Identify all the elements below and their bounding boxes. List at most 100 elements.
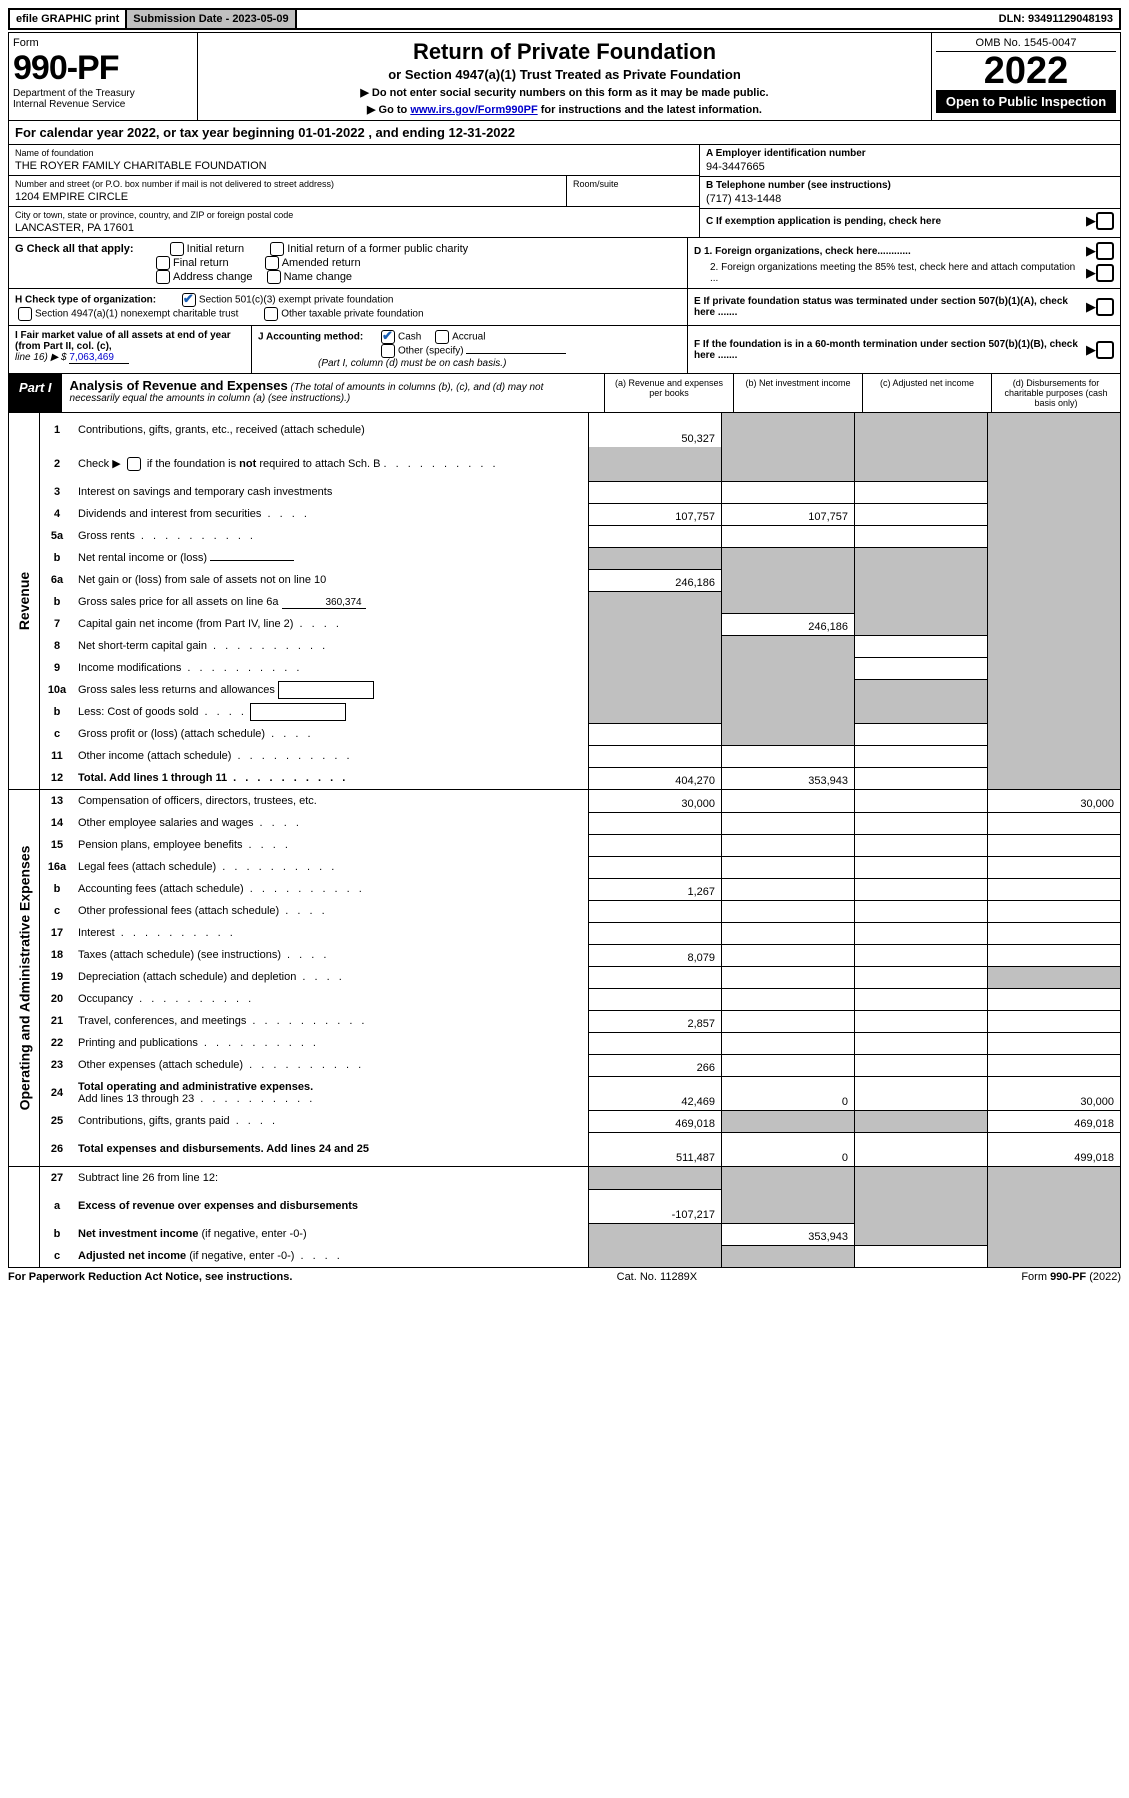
line-3: 3 Interest on savings and temporary cash… — [40, 481, 1120, 503]
line-12: 12 Total. Add lines 1 through 11 404,270… — [40, 767, 1120, 789]
col-c — [854, 988, 987, 1010]
line-num: c — [40, 900, 74, 922]
line-num: a — [40, 1189, 74, 1223]
col-b — [721, 701, 854, 723]
cash-checkbox[interactable] — [381, 330, 395, 344]
col-d — [987, 503, 1120, 525]
col-d: 499,018 — [987, 1132, 1120, 1166]
col-c — [854, 834, 987, 856]
c-label: C If exemption application is pending, c… — [706, 216, 1086, 227]
line-2: 2 Check ▶ if the foundation is not requi… — [40, 447, 1120, 481]
name-change-checkbox[interactable] — [267, 270, 281, 284]
col-c — [854, 701, 987, 723]
col-d — [987, 1189, 1120, 1223]
line-text: Compensation of officers, directors, tru… — [74, 793, 588, 809]
form-subtitle: or Section 4947(a)(1) Trust Treated as P… — [202, 67, 927, 82]
accrual-checkbox[interactable] — [435, 330, 449, 344]
calendar-year-row: For calendar year 2022, or tax year begi… — [8, 121, 1121, 145]
entity-info: Name of foundation THE ROYER FAMILY CHAR… — [8, 145, 1121, 238]
other-method-checkbox[interactable] — [381, 344, 395, 358]
final-return-checkbox[interactable] — [156, 256, 170, 270]
line-13: 13 Compensation of officers, directors, … — [40, 790, 1120, 812]
f-checkbox[interactable] — [1096, 341, 1114, 359]
d1-checkbox[interactable] — [1096, 242, 1114, 260]
name-label: Name of foundation — [15, 148, 693, 158]
e-section: E If private foundation status was termi… — [687, 289, 1120, 325]
city-label: City or town, state or province, country… — [15, 210, 693, 220]
col-a — [588, 1223, 721, 1245]
instr-2: ▶ Go to www.irs.gov/Form990PF for instru… — [202, 103, 927, 116]
form-number: 990-PF — [13, 49, 193, 88]
col-d-head: (d) Disbursements for charitable purpose… — [991, 374, 1120, 412]
col-b — [721, 547, 854, 569]
top-bar: efile GRAPHIC print Submission Date - 20… — [8, 8, 1121, 30]
line-6a: 6a Net gain or (loss) from sale of asset… — [40, 569, 1120, 591]
e-checkbox[interactable] — [1096, 298, 1114, 316]
room-cell: Room/suite — [567, 176, 699, 206]
phone-label: B Telephone number (see instructions) — [706, 180, 1114, 191]
col-d — [987, 1245, 1120, 1267]
col-c — [854, 613, 987, 635]
col-d: 30,000 — [987, 1076, 1120, 1110]
line-text: Net gain or (loss) from sale of assets n… — [74, 572, 588, 588]
col-d — [987, 635, 1120, 657]
col-d — [987, 966, 1120, 988]
line-16b: b Accounting fees (attach schedule) 1,26… — [40, 878, 1120, 900]
f-section: F If the foundation is in a 60-month ter… — [688, 326, 1120, 373]
arrow-icon: ▶ — [1086, 213, 1096, 229]
col-c — [854, 1076, 987, 1110]
initial-former-checkbox[interactable] — [270, 242, 284, 256]
amended-return-checkbox[interactable] — [265, 256, 279, 270]
col-a: 511,487 — [588, 1132, 721, 1166]
line-num: 3 — [40, 481, 74, 503]
col-b — [721, 525, 854, 547]
col-d — [987, 1032, 1120, 1054]
col-a: 50,327 — [588, 413, 721, 447]
col-d — [987, 679, 1120, 701]
line-26: 26 Total expenses and disbursements. Add… — [40, 1132, 1120, 1166]
line-19: 19 Depreciation (attach schedule) and de… — [40, 966, 1120, 988]
irs-link[interactable]: www.irs.gov/Form990PF — [410, 104, 537, 116]
g-d-row: G Check all that apply: Initial return I… — [8, 238, 1121, 289]
line-num: 6a — [40, 569, 74, 591]
line-text: Gross sales less returns and allowances — [74, 679, 588, 701]
h-section: H Check type of organization: Section 50… — [9, 289, 687, 325]
initial-return-checkbox[interactable] — [170, 242, 184, 256]
header-left: Form 990-PF Department of the Treasury I… — [9, 33, 198, 120]
col-d — [987, 1167, 1120, 1189]
col-d — [987, 701, 1120, 723]
col-a — [588, 635, 721, 657]
line-text: Contributions, gifts, grants, etc., rece… — [74, 422, 588, 438]
line-text: Net short-term capital gain — [74, 638, 588, 654]
line-16a: 16a Legal fees (attach schedule) — [40, 856, 1120, 878]
line-text: Accounting fees (attach schedule) — [74, 881, 588, 897]
c-checkbox[interactable] — [1096, 212, 1114, 230]
line-text: Legal fees (attach schedule) — [74, 859, 588, 875]
501c3-checkbox[interactable] — [182, 293, 196, 307]
col-c — [854, 481, 987, 503]
line-27: 27 Subtract line 26 from line 12: — [40, 1167, 1120, 1189]
line-text: Subtract line 26 from line 12: — [74, 1170, 588, 1186]
4947-checkbox[interactable] — [18, 307, 32, 321]
h-e-row: H Check type of organization: Section 50… — [8, 289, 1121, 326]
col-c — [854, 679, 987, 701]
page-footer: For Paperwork Reduction Act Notice, see … — [8, 1268, 1121, 1286]
efile-label: efile GRAPHIC print — [10, 10, 127, 28]
d2-checkbox[interactable] — [1096, 264, 1114, 282]
col-c — [854, 812, 987, 834]
line-8: 8 Net short-term capital gain — [40, 635, 1120, 657]
col-b — [721, 834, 854, 856]
line-num: 8 — [40, 635, 74, 657]
sch-b-checkbox[interactable] — [127, 457, 141, 471]
col-d — [987, 525, 1120, 547]
expenses-block: Operating and Administrative Expenses 13… — [8, 790, 1121, 1167]
other-taxable-checkbox[interactable] — [264, 307, 278, 321]
g-section: G Check all that apply: Initial return I… — [9, 238, 687, 288]
address-change-checkbox[interactable] — [156, 270, 170, 284]
line-text: Net rental income or (loss) — [74, 550, 588, 566]
col-d — [987, 944, 1120, 966]
col-a — [588, 481, 721, 503]
col-b — [721, 1054, 854, 1076]
col-c — [854, 569, 987, 591]
d-section: D 1. Foreign organizations, check here..… — [687, 238, 1120, 288]
